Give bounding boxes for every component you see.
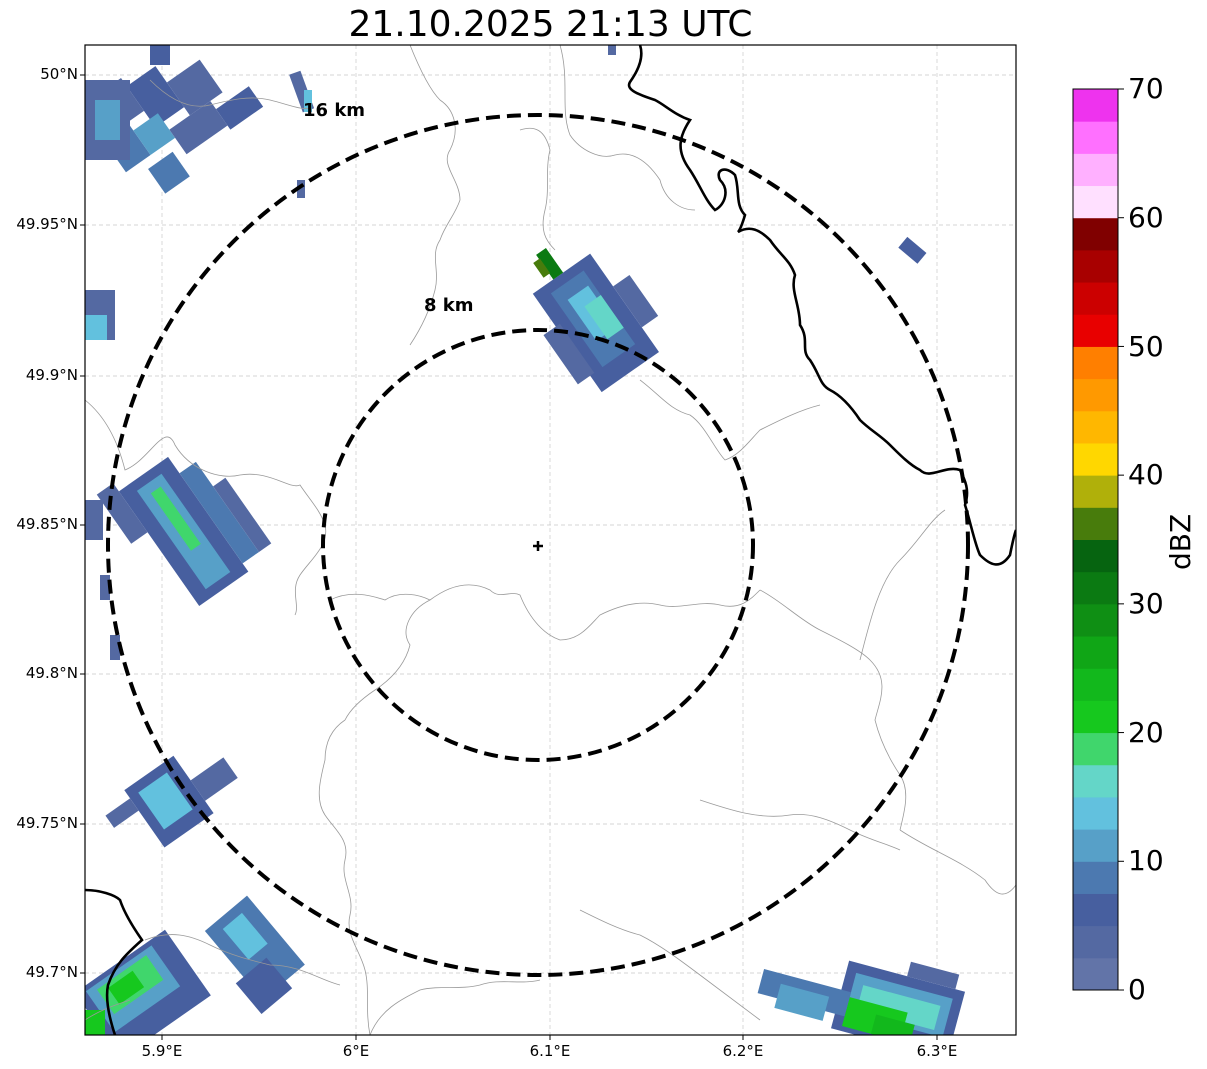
colorbar-band [1073, 410, 1118, 444]
colorbar-band [1073, 314, 1118, 347]
colorbar-band [1073, 185, 1118, 219]
lat-tick-label: 50°N [40, 65, 78, 83]
colorbar-band [1073, 571, 1118, 605]
lon-tick-label: 6.2°E [722, 1042, 764, 1060]
colorbar-band [1073, 217, 1118, 251]
colorbar-band [1073, 249, 1118, 283]
radar-echoes [85, 45, 966, 1035]
colorbar-band [1073, 346, 1118, 380]
colorbar-band [1073, 668, 1118, 701]
colorbar-band [1073, 700, 1118, 734]
colorbar-band [1073, 603, 1118, 637]
colorbar-tick-label: 50 [1128, 330, 1164, 363]
lon-tick-label: 6°E [342, 1042, 370, 1060]
colorbar-band [1073, 475, 1118, 508]
lat-tick-label: 49.75°N [16, 814, 78, 832]
ring-label-16km: 16 km [303, 100, 366, 121]
lat-tick-label: 49.95°N [16, 215, 78, 233]
colorbar-band [1073, 507, 1118, 540]
colorbar-band [1073, 378, 1118, 412]
lon-tick-label: 5.9°E [141, 1042, 183, 1060]
colorbar-tick-label: 0 [1128, 973, 1146, 1006]
colorbar-label: dBZ [1164, 513, 1197, 570]
ring-16km [106, 113, 970, 977]
colorbar-band [1073, 282, 1118, 315]
colorbar-band [1073, 861, 1118, 894]
colorbar-band [1073, 796, 1118, 830]
lat-tick-label: 49.8°N [25, 664, 78, 682]
colorbar-band [1073, 925, 1118, 959]
colorbar-band [1073, 636, 1118, 669]
ring-label-8km: 8 km [424, 295, 474, 316]
colorbar-band [1073, 89, 1118, 122]
colorbar-band [1073, 764, 1118, 798]
colorbar-band [1073, 829, 1118, 862]
map-title: 21.10.2025 21:13 UTC [348, 4, 753, 45]
lon-tick-label: 6.3°E [916, 1042, 958, 1060]
colorbar-band [1073, 153, 1118, 187]
radar-site-marker [533, 541, 543, 551]
colorbar-tick-label: 30 [1128, 587, 1164, 620]
colorbar-band [1073, 893, 1118, 927]
ring-8km [321, 328, 755, 762]
colorbar-band [1073, 442, 1118, 476]
colorbar-frame [1072, 88, 1119, 991]
axis-tick-marks [80, 74, 938, 1040]
admin-boundaries [85, 45, 1016, 1035]
colorbar-tick-label: 10 [1128, 844, 1164, 877]
colorbar-band [1073, 539, 1118, 573]
lat-tick-label: 49.9°N [25, 366, 78, 384]
lon-tick-label: 6.1°E [529, 1042, 571, 1060]
colorbar-tick-label: 70 [1128, 72, 1164, 105]
colorbar-tick-label: 20 [1128, 716, 1164, 749]
colorbar-band [1073, 121, 1118, 154]
range-rings [106, 113, 970, 977]
colorbar-tick-label: 40 [1128, 458, 1164, 491]
colorbar-tick-label: 60 [1128, 201, 1164, 234]
lat-tick-label: 49.7°N [25, 963, 78, 981]
colorbar-band [1073, 957, 1118, 991]
lat-tick-label: 49.85°N [16, 515, 78, 533]
colorbar-band [1073, 732, 1118, 766]
